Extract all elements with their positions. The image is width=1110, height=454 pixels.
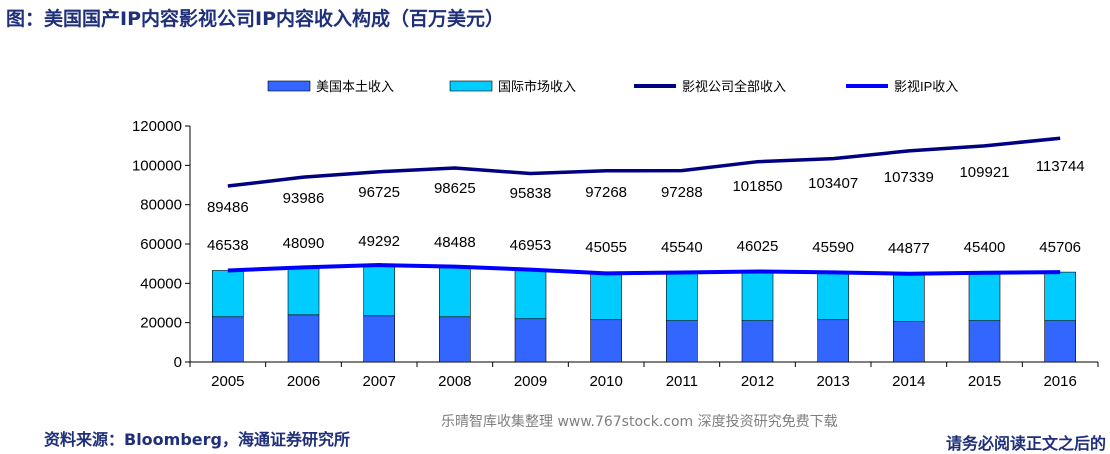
data-label-total: 107339 <box>884 169 934 186</box>
watermark-text: 乐晴智库收集整理 www.767stock.com 深度投资研究免费下载 <box>441 414 838 430</box>
data-label-total: 109921 <box>959 164 1009 181</box>
data-label-ip: 46025 <box>737 238 779 255</box>
data-label-total: 97288 <box>661 184 703 201</box>
data-label-ip: 45706 <box>1039 239 1081 256</box>
bar-domestic <box>212 316 244 363</box>
disclaimer-note: 请务必阅读正文之后的 <box>945 434 1106 453</box>
data-label-ip: 48090 <box>283 235 325 252</box>
y-tick-label: 20000 <box>140 315 182 332</box>
bar-international <box>893 273 925 322</box>
x-tick-label: 2015 <box>968 373 1001 390</box>
line-total-revenue <box>227 136 1061 188</box>
bar-international <box>363 264 395 317</box>
data-label-total: 93986 <box>283 190 325 207</box>
legend-label: 美国本土收入 <box>316 79 394 94</box>
x-tick-label: 2006 <box>287 373 320 390</box>
x-tick-label: 2007 <box>362 373 395 390</box>
data-label-ip: 45540 <box>661 239 703 256</box>
bar-international <box>590 273 622 321</box>
y-tick-label: 120000 <box>132 118 182 135</box>
y-tick-label: 40000 <box>140 275 182 292</box>
bar-domestic <box>287 314 320 363</box>
x-tick-label: 2014 <box>892 373 925 390</box>
bar-international <box>817 272 849 321</box>
x-tick-label: 2010 <box>589 373 622 390</box>
x-tick-label: 2012 <box>741 373 774 390</box>
bar-international <box>666 272 698 321</box>
x-tick-label: 2013 <box>816 373 849 390</box>
x-tick-label: 2009 <box>514 373 547 390</box>
bar-international <box>514 269 547 320</box>
data-labels: 89486 93986 96725 98625 95838 97268 97288 10185… <box>207 158 1085 257</box>
bar-domestic <box>741 320 774 363</box>
data-label-ip: 48488 <box>434 234 476 251</box>
y-tick-label: 60000 <box>140 236 182 253</box>
x-tick-label: 2011 <box>666 373 698 390</box>
bar-international <box>439 266 471 318</box>
data-label-total: 96725 <box>358 184 400 201</box>
bar-domestic <box>817 319 849 363</box>
bar-international <box>287 267 320 316</box>
line-ip-revenue <box>227 263 1061 276</box>
bar-domestic <box>590 319 622 363</box>
data-label-total: 98625 <box>434 180 476 197</box>
legend-label: 影视公司全部收入 <box>682 79 786 94</box>
data-label-ip: 49292 <box>358 233 400 250</box>
bar-domestic <box>893 321 925 363</box>
bar-domestic <box>666 320 698 363</box>
chart-title: 图：美国国产IP内容影视公司IP内容收入构成（百万美元） <box>6 8 504 30</box>
y-tick-label: 100000 <box>132 157 182 174</box>
line-series <box>227 136 1061 276</box>
bar-series <box>212 264 1076 363</box>
bar-domestic <box>514 318 547 363</box>
bar-domestic <box>968 320 1001 363</box>
data-label-total: 103407 <box>808 175 858 192</box>
data-label-ip: 46953 <box>510 237 552 254</box>
x-tick-label: 2008 <box>438 373 471 390</box>
data-label-total: 95838 <box>510 185 552 202</box>
data-label-total: 97268 <box>585 184 627 201</box>
y-tick-label: 0 <box>174 354 182 371</box>
data-label-ip: 45590 <box>812 239 854 256</box>
data-label-ip: 45055 <box>585 239 627 256</box>
bar-international <box>1044 271 1076 322</box>
source-note: 资料来源：Bloomberg，海通证券研究所 <box>44 430 350 449</box>
chart-legend: 美国本土收入 国际市场收入 影视公司全部收入 影视IP收入 <box>267 79 958 94</box>
data-label-total: 113744 <box>1036 158 1085 175</box>
data-label-total: 89486 <box>207 199 249 216</box>
x-tick-label: 2005 <box>211 373 244 390</box>
data-label-ip: 45400 <box>964 239 1006 256</box>
legend-label: 国际市场收入 <box>498 79 576 94</box>
legend-swatch <box>267 80 311 92</box>
legend-swatch <box>449 80 493 92</box>
data-label-ip: 44877 <box>888 240 930 257</box>
data-label-ip: 46538 <box>207 237 249 254</box>
data-label-total: 101850 <box>732 178 782 195</box>
bar-international <box>968 272 1001 322</box>
bar-domestic <box>1044 320 1076 363</box>
bar-domestic <box>363 315 395 363</box>
bar-international <box>212 270 244 318</box>
y-tick-label: 80000 <box>140 197 182 214</box>
legend-label: 影视IP收入 <box>894 79 958 94</box>
x-tick-label: 2016 <box>1043 373 1076 390</box>
bar-domestic <box>439 316 471 363</box>
bar-international <box>741 271 774 321</box>
chart-axes: 0 20000 40000 60000 80000 100000 120000 2005 200… <box>132 118 1099 390</box>
